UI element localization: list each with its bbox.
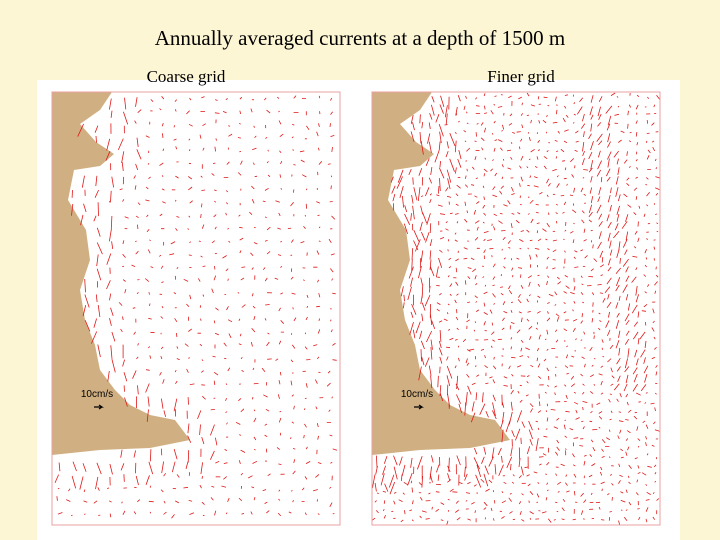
land <box>52 92 190 455</box>
panel-label: Coarse grid <box>147 67 226 86</box>
scale-arrow <box>94 404 104 410</box>
map-content <box>52 92 338 519</box>
map-frame <box>371 91 661 526</box>
scale-label: 10cm/s <box>81 389 113 400</box>
current-arrows <box>54 95 338 519</box>
current-map: 10cm/s <box>51 91 341 526</box>
scale-arrow <box>414 404 424 410</box>
maps: 10cm/s 10cm/s <box>51 91 661 526</box>
slide-title: Annually averaged currents at a depth of… <box>155 26 566 50</box>
map-frame <box>51 91 341 526</box>
figure-background <box>37 80 680 540</box>
panel-label: Finer grid <box>487 67 555 86</box>
current-map: 10cm/s <box>371 91 661 526</box>
scale-label: 10cm/s <box>401 389 433 400</box>
map-content <box>372 92 660 525</box>
current-arrows <box>372 92 660 525</box>
land <box>372 92 510 455</box>
